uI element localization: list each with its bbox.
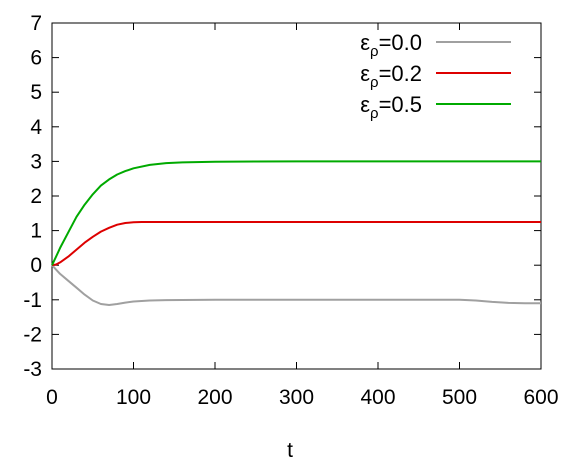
legend-label: ερ=0.5 [360, 92, 422, 122]
y-axis-tick-labels: -3 -2 -1 0 1 2 3 4 5 6 7 [23, 12, 42, 381]
y-tick-label: 3 [30, 150, 42, 173]
y-tick-label: -3 [23, 358, 42, 381]
y-tick-label: 1 [30, 220, 42, 243]
x-tick-label: 200 [197, 386, 232, 409]
series-line-0 [51, 264, 541, 306]
legend-label: ερ=0.2 [360, 61, 422, 91]
y-tick-label: 4 [30, 116, 42, 139]
x-axis-label: t [287, 439, 293, 462]
x-tick-label: 500 [442, 386, 477, 409]
legend-label: ερ=0.0 [360, 30, 422, 60]
y-tick-label: 5 [30, 81, 42, 104]
y-tick-label: 6 [30, 47, 42, 70]
x-tick-label: 300 [279, 386, 314, 409]
series-line-1 [51, 221, 541, 267]
y-tick-label: 2 [30, 185, 42, 208]
legend-item-2: ερ=0.5 [360, 92, 511, 122]
x-tick-label: 100 [116, 386, 151, 409]
legend-item-1: ερ=0.2 [360, 61, 511, 91]
plot-frame [51, 22, 542, 370]
y-tick-label: 0 [30, 254, 42, 277]
series-line-2 [51, 160, 541, 266]
legend-item-0: ερ=0.0 [360, 30, 511, 60]
y-tick-label: -1 [23, 289, 42, 312]
y-tick-label: 7 [30, 12, 42, 35]
x-axis-tick-labels: 0 100 200 300 400 500 600 [46, 386, 558, 409]
y-tick-label: -2 [23, 323, 42, 346]
axis-ticks [51, 22, 542, 370]
x-tick-label: 400 [360, 386, 395, 409]
legend: ερ=0.0ερ=0.2ερ=0.5 [360, 30, 511, 122]
x-tick-label: 600 [523, 386, 558, 409]
x-tick-label: 0 [46, 386, 58, 409]
series-lines [51, 160, 541, 306]
